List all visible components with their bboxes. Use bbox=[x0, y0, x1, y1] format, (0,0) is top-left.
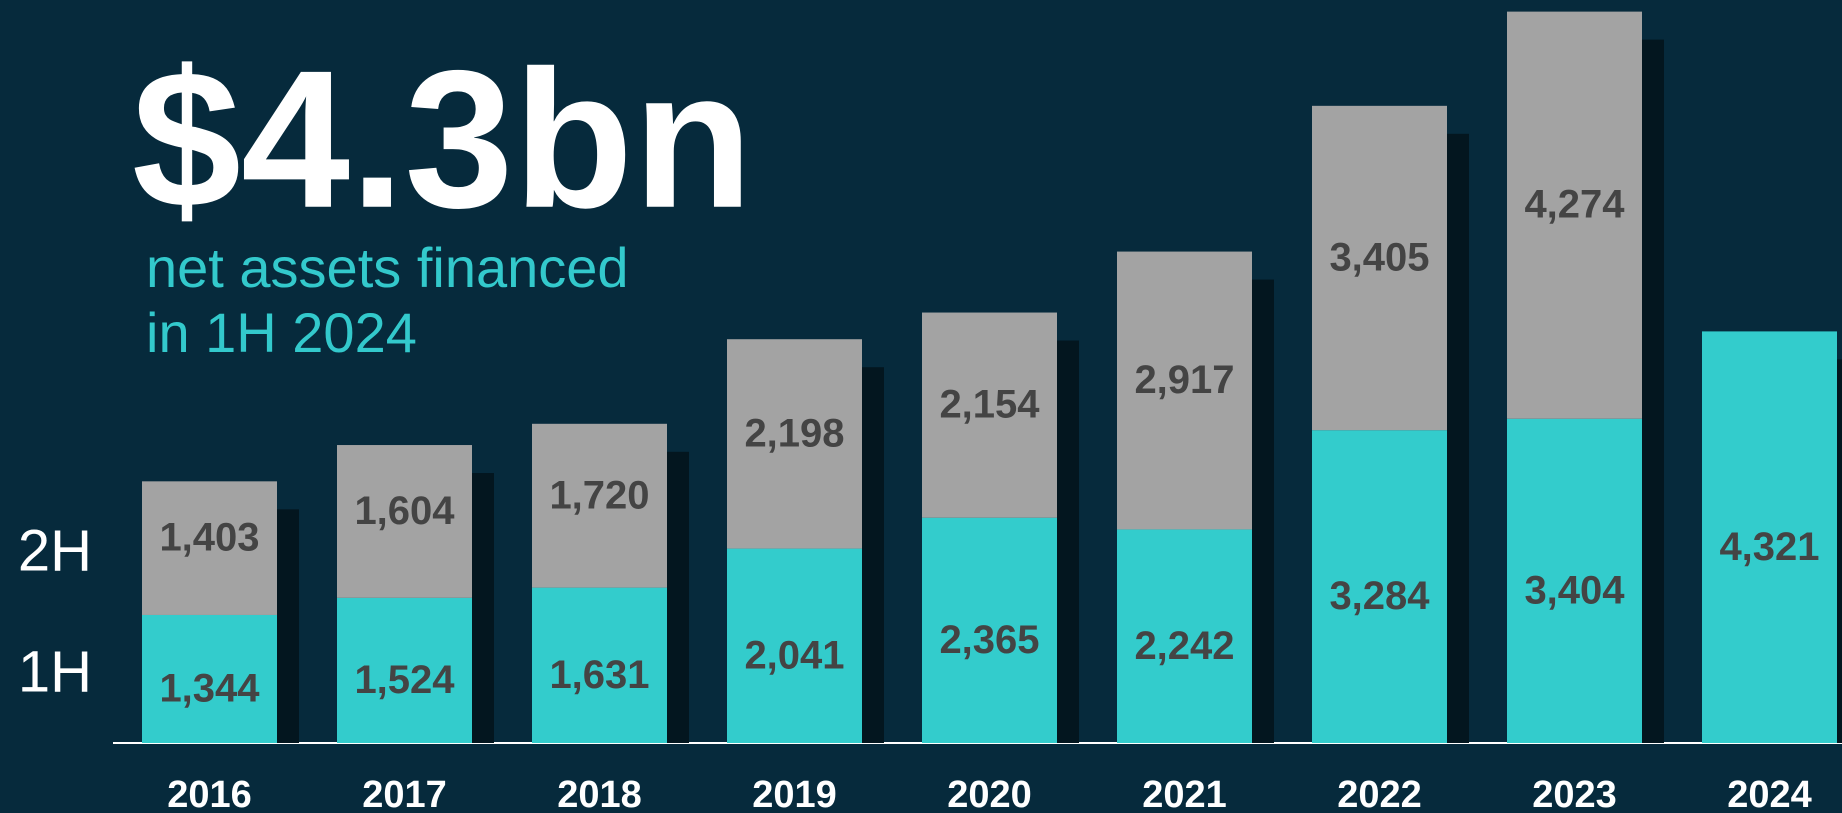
bar-shadow bbox=[862, 367, 884, 743]
bar-shadow bbox=[667, 451, 689, 743]
bar-segment bbox=[532, 587, 667, 743]
value-label: 2,242 bbox=[1134, 624, 1234, 668]
bar-shadow bbox=[472, 473, 494, 743]
value-label: 1,720 bbox=[549, 473, 649, 517]
bar-shadow bbox=[1642, 39, 1664, 744]
bar-segment bbox=[1507, 418, 1642, 743]
bar-shadow bbox=[1447, 133, 1469, 744]
bar-segment bbox=[727, 548, 862, 743]
value-label: 3,404 bbox=[1524, 568, 1625, 612]
bar-segment bbox=[1117, 251, 1252, 530]
bar-segment bbox=[1702, 331, 1837, 743]
value-label: 2,917 bbox=[1134, 358, 1234, 402]
x-tick-label: 2020 bbox=[947, 774, 1032, 813]
bar-segment bbox=[142, 481, 277, 615]
x-tick-label: 2018 bbox=[557, 774, 642, 813]
value-label: 2,198 bbox=[744, 411, 844, 455]
value-label: 4,274 bbox=[1524, 183, 1625, 227]
bar-segment bbox=[922, 312, 1057, 518]
bar-segment bbox=[337, 445, 472, 598]
value-label: 2,365 bbox=[939, 618, 1039, 662]
headline: $4.3bn bbox=[132, 30, 753, 249]
value-label: 3,284 bbox=[1329, 574, 1430, 618]
bar-shadow bbox=[1252, 279, 1274, 743]
value-label: 3,405 bbox=[1329, 236, 1429, 280]
bar-segment bbox=[1507, 11, 1642, 419]
x-tick-label: 2019 bbox=[752, 774, 837, 813]
bar-segment bbox=[1117, 529, 1252, 743]
value-label: 1,344 bbox=[159, 667, 260, 711]
subtitle-line: net assets financed bbox=[146, 236, 629, 299]
bar-segment bbox=[337, 597, 472, 743]
value-label: 1,524 bbox=[354, 658, 455, 702]
value-label: 1,631 bbox=[549, 653, 649, 697]
bar-segment bbox=[727, 339, 862, 549]
bar-segment bbox=[1312, 430, 1447, 743]
series-label: 1H bbox=[18, 639, 92, 704]
bar-shadow bbox=[1837, 359, 1842, 743]
x-tick-label: 2016 bbox=[167, 774, 252, 813]
bar-segment bbox=[1312, 105, 1447, 431]
x-tick-label: 2021 bbox=[1142, 774, 1227, 813]
bar-shadow bbox=[1057, 340, 1079, 743]
value-label: 4,321 bbox=[1719, 525, 1819, 569]
x-tick-label: 2024 bbox=[1727, 774, 1812, 813]
series-label: 2H bbox=[18, 518, 92, 583]
bar-shadow bbox=[277, 509, 299, 743]
value-label: 1,403 bbox=[159, 516, 259, 560]
value-label: 2,154 bbox=[939, 383, 1040, 427]
bar-segment bbox=[922, 517, 1057, 743]
bar-segment bbox=[142, 614, 277, 743]
value-label: 2,041 bbox=[744, 633, 844, 677]
x-tick-label: 2017 bbox=[362, 774, 447, 813]
x-tick-label: 2022 bbox=[1337, 774, 1422, 813]
subtitle-line: in 1H 2024 bbox=[146, 301, 417, 364]
bar-segment bbox=[532, 423, 667, 588]
x-tick-label: 2023 bbox=[1532, 774, 1617, 813]
value-label: 1,604 bbox=[354, 489, 455, 533]
